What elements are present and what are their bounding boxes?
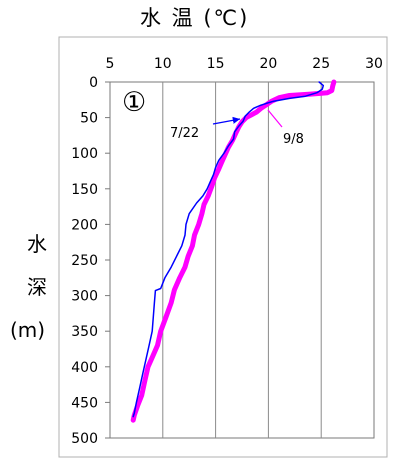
y-tick-label-50: 50 bbox=[80, 111, 98, 127]
series-line-7-22 bbox=[132, 81, 325, 418]
y-axis-label-depth: 深 bbox=[27, 275, 47, 299]
y-axis-label-water: 水 bbox=[27, 232, 47, 256]
chart-title: 水 温 (℃) bbox=[140, 6, 250, 30]
y-tick-label-400: 400 bbox=[71, 360, 98, 376]
y-tick-label-200: 200 bbox=[71, 217, 98, 233]
y-tick-label-150: 150 bbox=[71, 182, 98, 198]
annotation-7-22: 7/22 bbox=[170, 126, 199, 141]
y-tick-label-300: 300 bbox=[71, 289, 98, 305]
x-tick-label-10: 10 bbox=[154, 56, 172, 72]
annotation-arrow-7-22 bbox=[212, 116, 241, 125]
y-tick-label-350: 350 bbox=[71, 324, 98, 340]
x-tick-label-30: 30 bbox=[365, 56, 383, 72]
y-tick-label-250: 250 bbox=[71, 253, 98, 269]
x-tick-label-5: 5 bbox=[106, 56, 115, 72]
chart-frame bbox=[58, 36, 388, 458]
y-axis-label-unit: (m) bbox=[10, 318, 46, 342]
y-tick-label-450: 450 bbox=[71, 395, 98, 411]
annotation-pointer-9-8 bbox=[267, 109, 283, 128]
y-tick-label-100: 100 bbox=[71, 146, 98, 162]
y-tick-label-500: 500 bbox=[71, 431, 98, 447]
y-tick-label-0: 0 bbox=[89, 75, 98, 91]
panel-label: ① bbox=[122, 87, 146, 118]
x-tick-label-20: 20 bbox=[259, 56, 277, 72]
x-tick-label-25: 25 bbox=[312, 56, 330, 72]
x-tick-label-15: 15 bbox=[207, 56, 225, 72]
annotation-9-8: 9/8 bbox=[283, 132, 304, 147]
